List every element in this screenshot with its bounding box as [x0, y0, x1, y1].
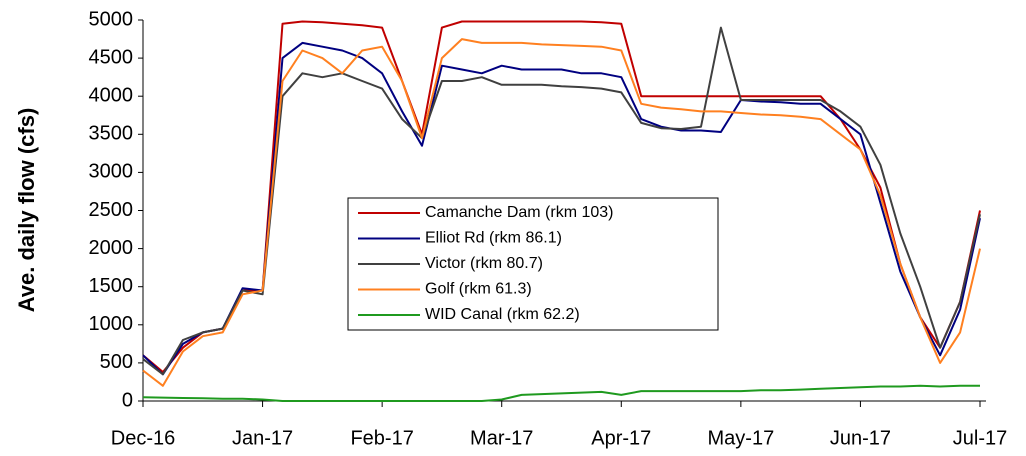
- y-tick-label: 1500: [89, 275, 134, 297]
- series-line: [142, 26, 981, 376]
- x-tick-label: Jun-17: [830, 427, 891, 449]
- y-tick-label: 4000: [89, 84, 134, 106]
- series-line: [142, 38, 981, 387]
- x-tick-label: Apr-17: [591, 427, 651, 449]
- x-tick-label: May-17: [708, 427, 775, 449]
- y-tick-label: 2000: [89, 237, 134, 259]
- x-tick-label: Feb-17: [350, 427, 413, 449]
- y-tick-label: 4500: [89, 46, 134, 68]
- legend-label: Elliot Rd (rkm 86.1): [425, 230, 562, 247]
- legend-label: Camanche Dam (rkm 103): [425, 204, 614, 221]
- y-tick-label: 5000: [89, 8, 134, 30]
- y-axis-label: Ave. daily flow (cfs): [14, 108, 39, 313]
- legend-label: Golf (rkm 61.3): [425, 281, 532, 298]
- y-tick-label: 3000: [89, 161, 134, 183]
- x-tick-label: Dec-16: [111, 427, 175, 449]
- y-tick-label: 0: [122, 389, 133, 411]
- legend-label: Victor (rkm 80.7): [425, 255, 543, 272]
- series-line: [142, 384, 980, 402]
- y-tick-label: 2500: [89, 199, 134, 221]
- y-tick-label: 500: [100, 351, 133, 373]
- legend-label: WID Canal (rkm 62.2): [425, 306, 580, 323]
- x-tick-label: Jul-17: [953, 427, 1007, 449]
- x-tick-label: Mar-17: [470, 427, 533, 449]
- y-tick-label: 3500: [89, 123, 134, 145]
- y-tick-label: 1000: [89, 313, 134, 335]
- x-tick-label: Jan-17: [232, 427, 293, 449]
- series-line: [142, 41, 981, 376]
